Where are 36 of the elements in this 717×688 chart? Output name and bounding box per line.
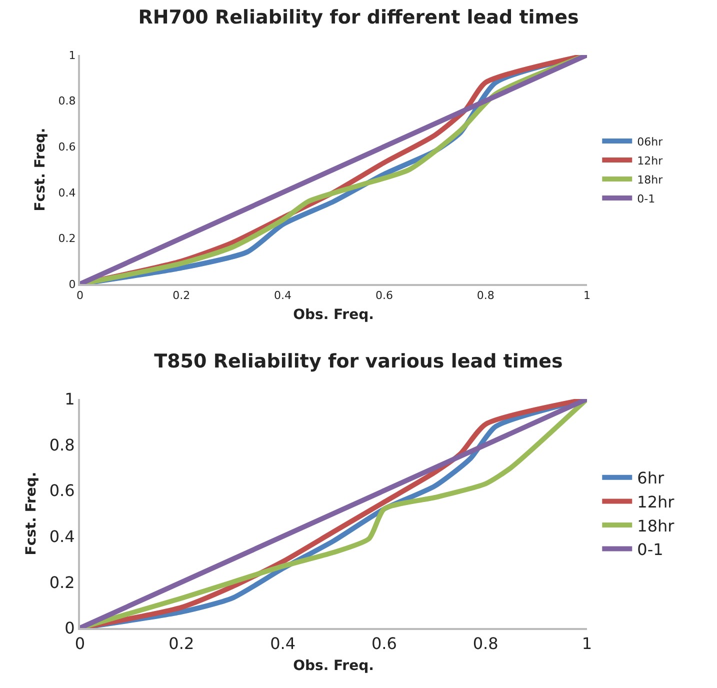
chart-title: RH700 Reliability for different lead times <box>138 6 579 29</box>
x-axis-title: Obs. Freq. <box>293 307 374 323</box>
legend-label: 18hr <box>637 516 675 536</box>
x-tick-label: 0.6 <box>375 289 393 302</box>
legend-label: 0-1 <box>637 192 656 206</box>
x-tick-label: 0.4 <box>270 634 296 654</box>
legend-label: 0-1 <box>637 540 664 560</box>
legend-label: 06hr <box>637 135 664 148</box>
y-tick-label: 0.8 <box>58 94 76 108</box>
legend-label: 6hr <box>637 468 664 488</box>
x-tick-label: 0.2 <box>168 634 194 654</box>
x-tick-label: 0.6 <box>371 634 397 654</box>
legend-label: 12hr <box>637 492 675 512</box>
y-tick-label: 0.6 <box>58 140 76 154</box>
x-tick-label: 1 <box>582 634 592 654</box>
legend-label: 18hr <box>637 173 664 186</box>
chart-title: T850 Reliability for various lead times <box>154 350 563 373</box>
x-axis-title: Obs. Freq. <box>293 658 374 674</box>
y-tick-label: 1 <box>68 48 76 62</box>
y-tick-label: 0.2 <box>49 572 75 592</box>
y-tick-label: 0.8 <box>49 435 75 454</box>
y-tick-label: 0.4 <box>49 527 75 546</box>
y-axis-title: Fcst. Freq. <box>23 472 40 556</box>
x-tick-label: 1 <box>584 289 590 302</box>
y-tick-label: 0.2 <box>58 232 76 246</box>
y-tick-label: 0 <box>68 278 76 291</box>
y-tick-label: 0.4 <box>58 186 76 200</box>
legend-label: 12hr <box>637 154 664 168</box>
x-tick-label: 0.2 <box>172 289 190 302</box>
x-tick-label: 0.8 <box>472 634 498 654</box>
y-tick-label: 1 <box>64 390 75 409</box>
y-axis-title: Fcst. Freq. <box>32 128 48 212</box>
y-tick-label: 0.6 <box>49 481 75 500</box>
x-tick-label: 0.4 <box>274 289 292 302</box>
y-tick-label: 0 <box>64 618 75 638</box>
x-tick-label: 0.8 <box>476 289 494 302</box>
